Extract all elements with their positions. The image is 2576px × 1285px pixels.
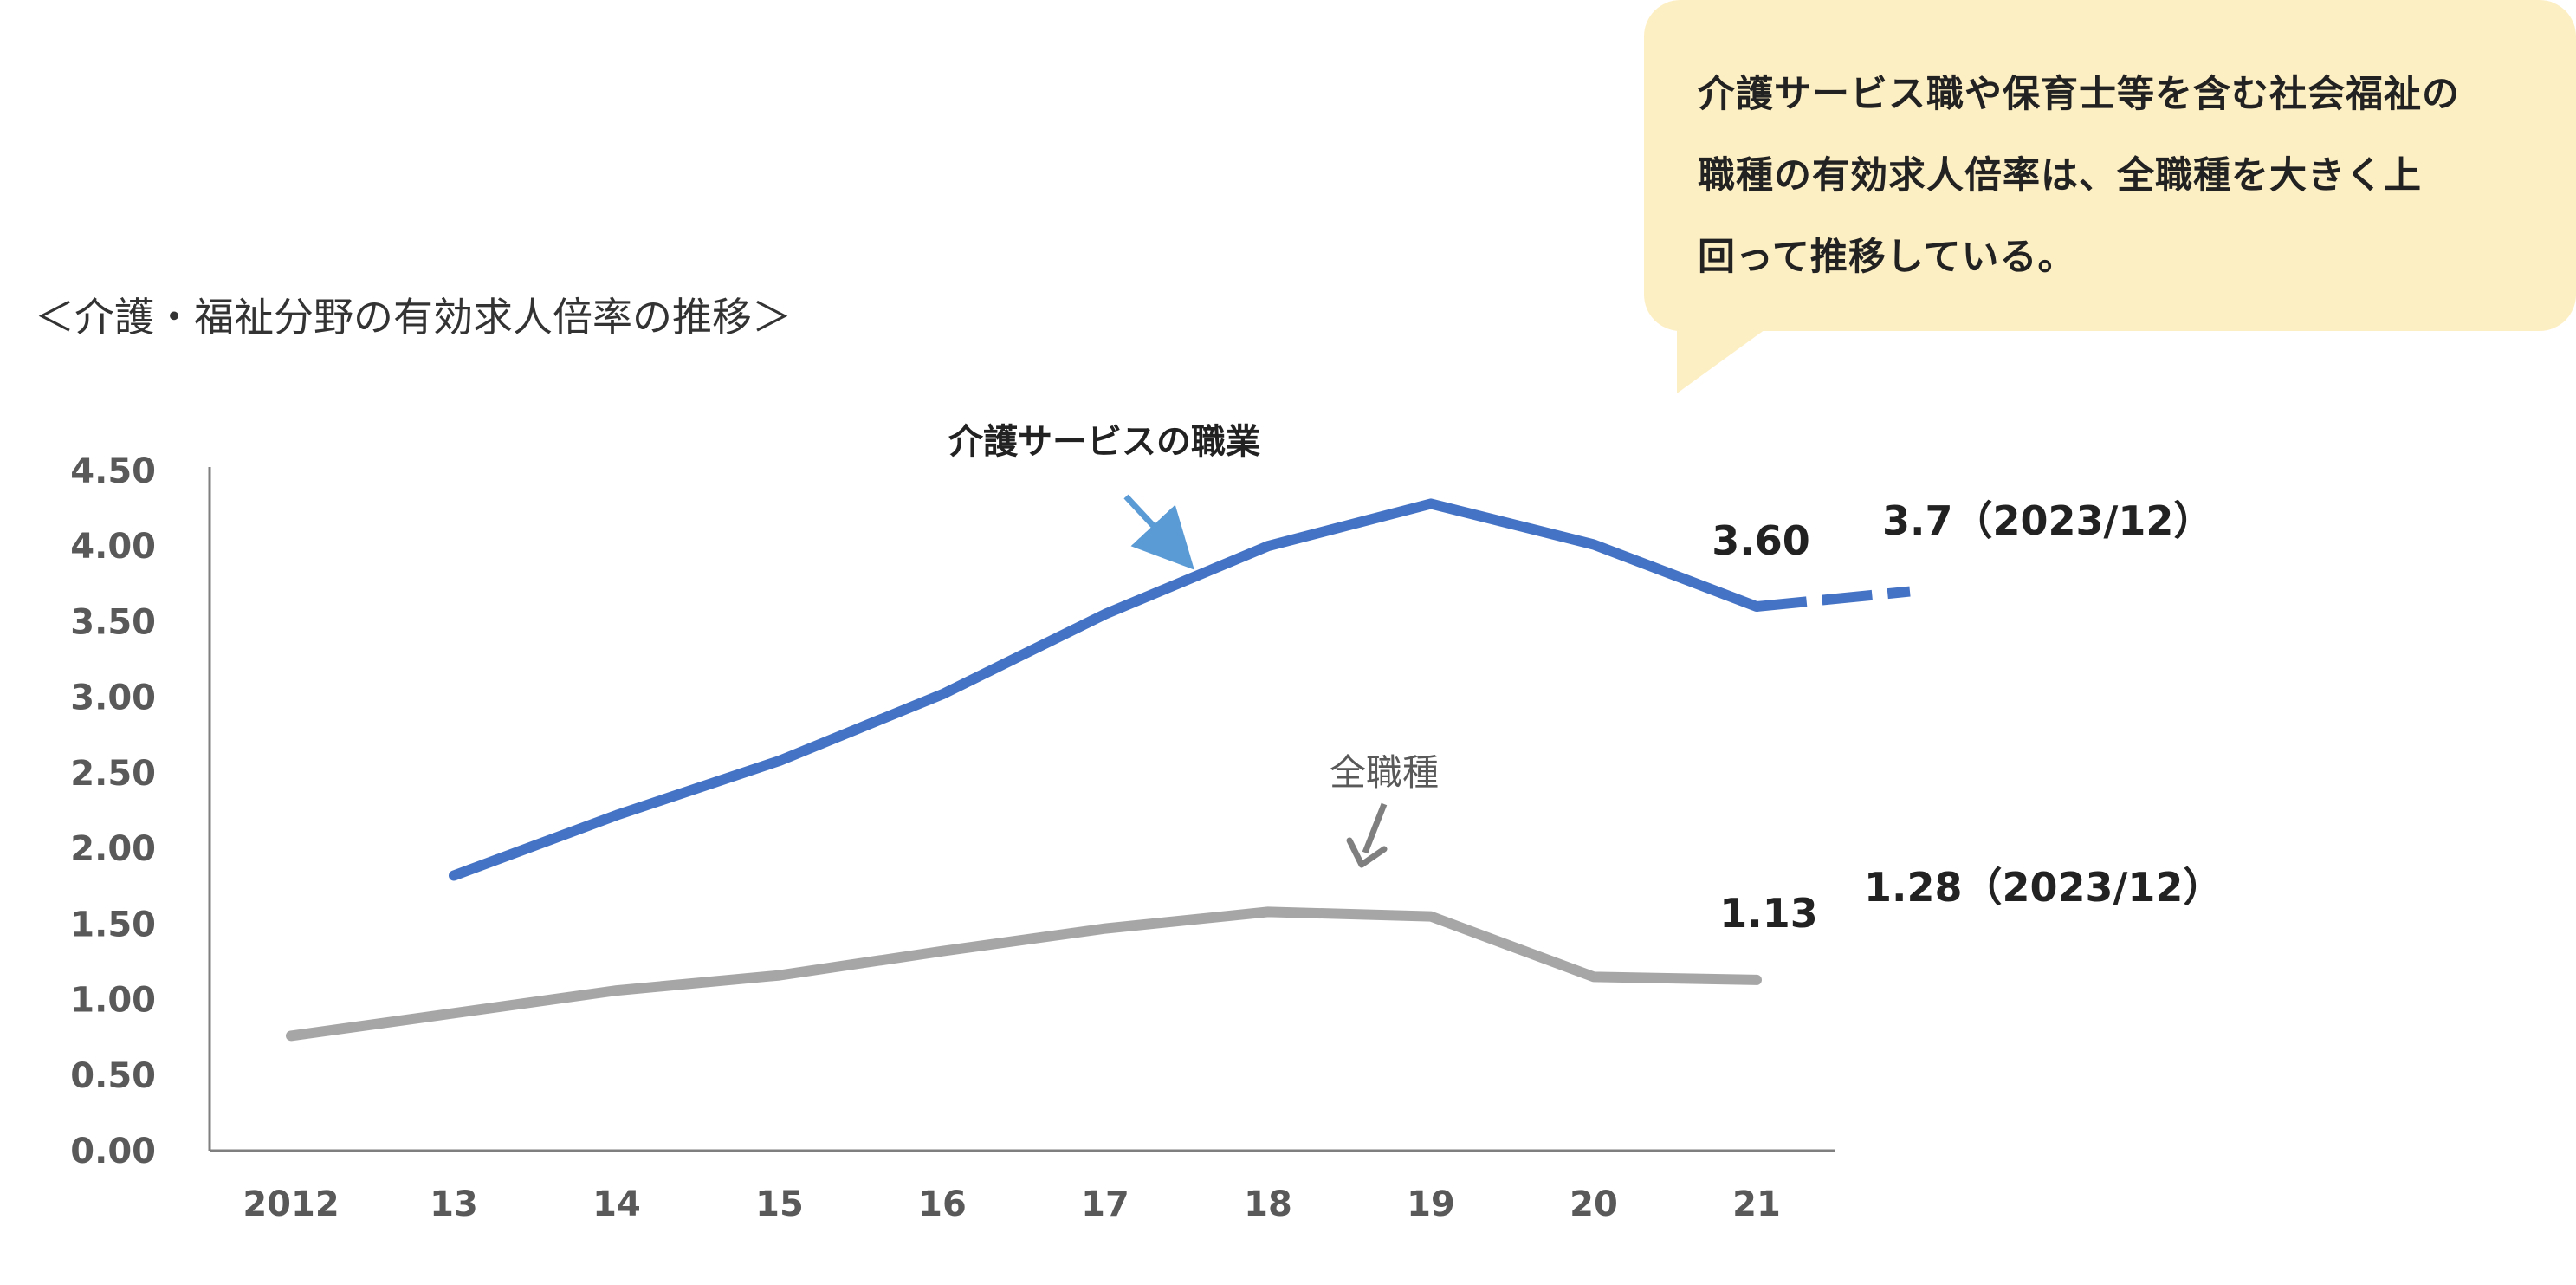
y-tick-label: 3.50 (70, 602, 156, 642)
x-tick-label: 16 (918, 1184, 967, 1224)
x-tick-label: 20 (1570, 1184, 1618, 1224)
chart-labels: 介護サービスの職業 3.60 3.7（2023/12） 全職種 1.13 1.28（202… (948, 422, 2223, 937)
chart-title: ＜介護・福祉分野の有効求人倍率の推移＞ (35, 294, 792, 341)
callout-background (1644, 0, 2576, 331)
x-tick-label: 15 (755, 1184, 804, 1224)
x-tick-label: 2012 (243, 1184, 339, 1224)
care-series-line (449, 498, 1762, 881)
y-tick-label: 2.00 (70, 829, 156, 869)
y-tick-label: 1.00 (70, 981, 156, 1021)
all-jobs-arrow-shaft-icon (1362, 802, 1388, 854)
y-tick-label: 1.50 (70, 905, 156, 944)
callout-bubble: 介護サービス職や保育士等を含む社会福祉の 職種の有効求人倍率は、全職種を大きく上… (1644, 0, 2576, 393)
care-end-value-label: 3.60 (1712, 517, 1810, 564)
y-tick-label: 2.50 (70, 754, 156, 794)
x-tick-label: 19 (1407, 1184, 1455, 1224)
callout-line: 回って推移している。 (1698, 236, 2076, 279)
x-tick-label: 14 (592, 1184, 641, 1224)
y-tick-label: 4.00 (70, 527, 156, 567)
chart-axes (208, 467, 1835, 1152)
all-jobs-arrow-head-icon (1346, 837, 1388, 868)
y-tick-label: 4.50 (70, 451, 156, 491)
x-tick-label: 21 (1732, 1184, 1781, 1224)
chart-series (286, 498, 1911, 1042)
all-jobs-series-name-label: 全職種 (1330, 751, 1439, 794)
chart-ticks: 0.00 0.50 1.00 1.50 2.00 2.50 3.00 3.50 4.00 4.50… (70, 451, 1781, 1224)
all-jobs-end-value-label: 1.13 (1719, 890, 1818, 937)
all-jobs-projection-label: 1.28（2023/12） (1864, 864, 2223, 911)
callout-line: 職種の有効求人倍率は、全職種を大きく上 (1698, 154, 2422, 198)
x-tick-label: 18 (1244, 1184, 1292, 1224)
all-jobs-series-line (286, 906, 1762, 1042)
y-tick-label: 3.00 (70, 678, 156, 718)
callout-tail (1677, 321, 1777, 393)
care-series-arrow-icon (1123, 494, 1194, 570)
callout-text: 介護サービス職や保育士等を含む社会福祉の 職種の有効求人倍率は、全職種を大きく上… (1698, 54, 2547, 298)
y-tick-label: 0.50 (70, 1056, 156, 1096)
y-tick-label: 0.00 (70, 1132, 156, 1171)
x-tick-label: 13 (430, 1184, 478, 1224)
callout-line: 介護サービス職や保育士等を含む社会福祉の (1698, 73, 2460, 116)
care-series-projection-dashed (1756, 586, 1911, 612)
x-tick-label: 17 (1081, 1184, 1129, 1224)
care-projection-label: 3.7（2023/12） (1882, 497, 2213, 544)
care-series-name-label: 介護サービスの職業 (948, 422, 1260, 462)
